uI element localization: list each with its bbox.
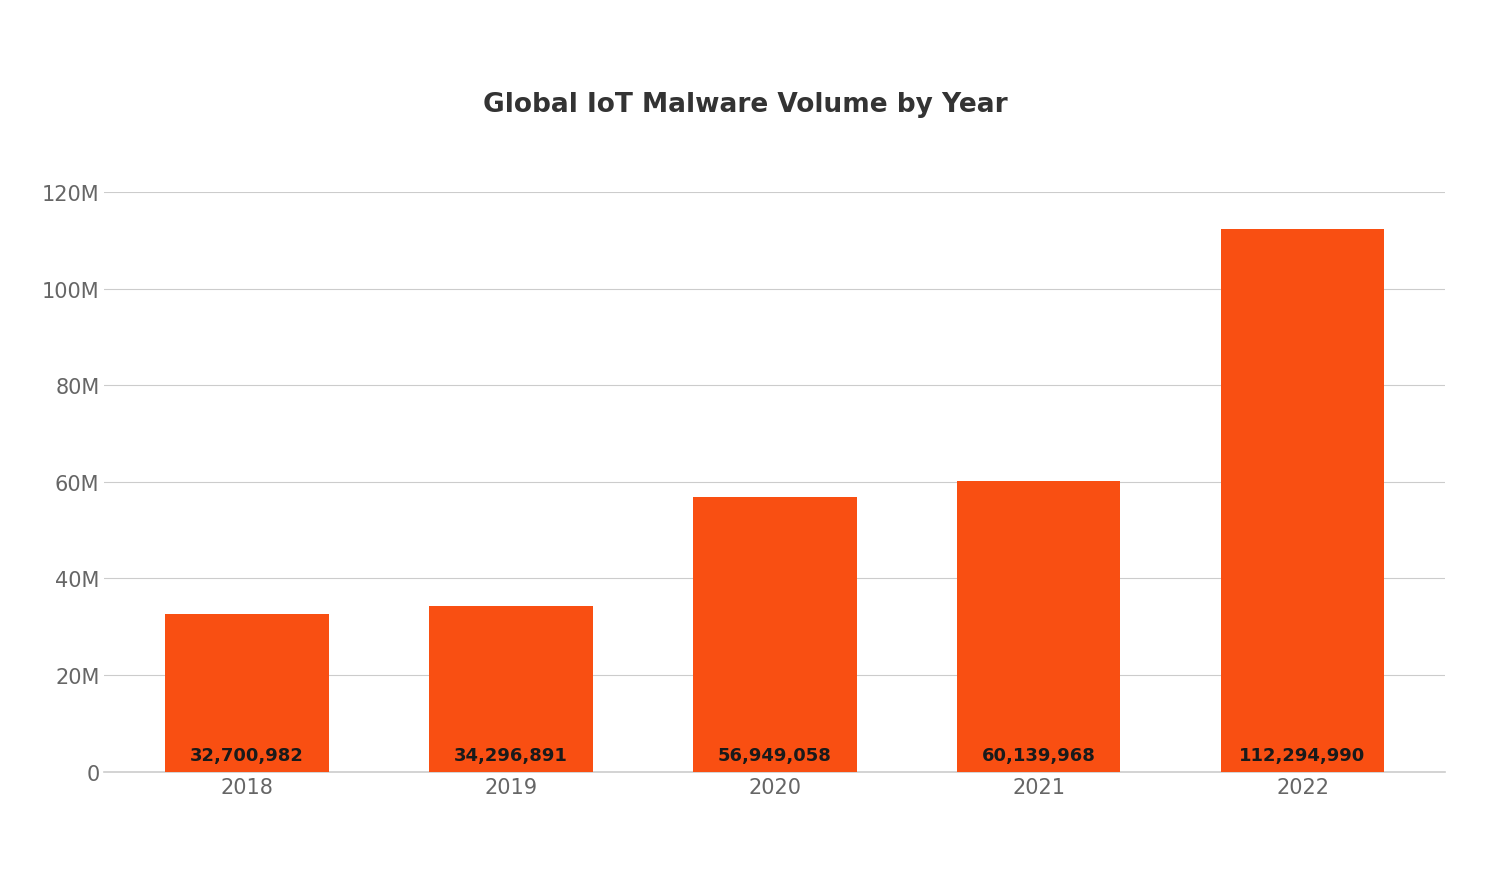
Bar: [957, 481, 1120, 772]
Bar: [165, 614, 329, 772]
Bar: [429, 606, 593, 772]
Text: 34,296,891: 34,296,891: [454, 746, 568, 765]
Bar: [693, 497, 857, 772]
Text: 60,139,968: 60,139,968: [982, 746, 1095, 765]
Text: 32,700,982: 32,700,982: [191, 746, 304, 765]
Text: 56,949,058: 56,949,058: [718, 746, 831, 765]
Text: Global IoT Malware Volume by Year: Global IoT Malware Volume by Year: [483, 92, 1007, 118]
Bar: [1220, 230, 1384, 772]
Text: 112,294,990: 112,294,990: [1240, 746, 1366, 765]
